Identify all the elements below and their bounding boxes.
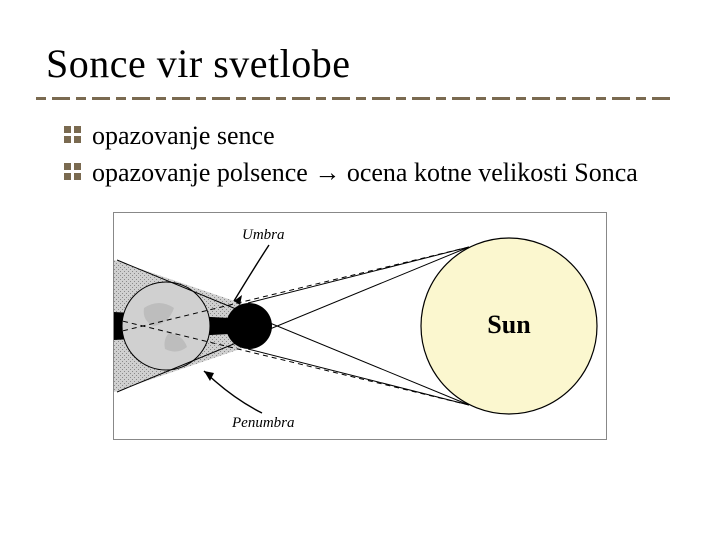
eclipse-diagram: Umbra Penumbra Sun bbox=[113, 212, 607, 440]
bullet-item: opazovanje polsence → ocena kotne veliko… bbox=[64, 155, 684, 190]
bullet-text: opazovanje sence bbox=[92, 118, 684, 153]
penumbra-label: Penumbra bbox=[231, 415, 295, 431]
moon bbox=[226, 303, 272, 349]
bullet-marker-icon bbox=[64, 126, 82, 144]
bullet-text: opazovanje polsence → ocena kotne veliko… bbox=[92, 155, 684, 190]
bullet-marker-icon bbox=[64, 163, 82, 181]
title-divider bbox=[36, 97, 676, 100]
umbra-arrow bbox=[234, 245, 269, 301]
slide-root: Sonce vir svetlobe opazovanje sence opaz… bbox=[0, 0, 720, 540]
penumbra-arrow bbox=[204, 371, 262, 413]
bullet-list: opazovanje sence opazovanje polsence → o… bbox=[64, 118, 684, 190]
bullet-item: opazovanje sence bbox=[64, 118, 684, 153]
sun-label: Sun bbox=[487, 310, 531, 339]
figure-container: Umbra Penumbra Sun bbox=[36, 212, 684, 440]
earth bbox=[122, 282, 210, 370]
slide-title: Sonce vir svetlobe bbox=[46, 40, 684, 87]
umbra-label: Umbra bbox=[242, 227, 285, 243]
